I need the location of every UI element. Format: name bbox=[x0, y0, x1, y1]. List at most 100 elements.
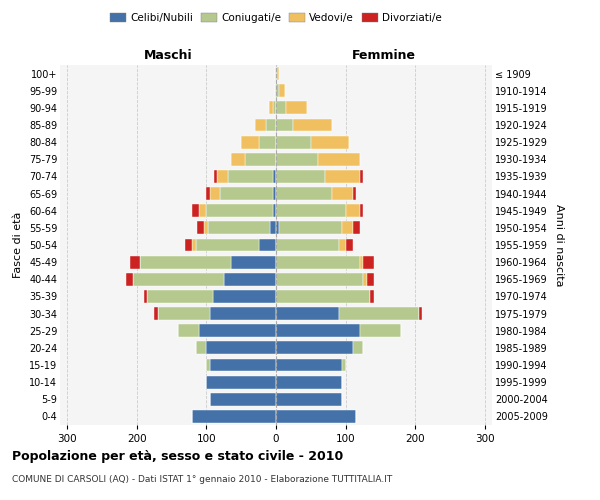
Bar bbox=[147, 290, 213, 303]
Bar bbox=[204, 222, 208, 234]
Bar bbox=[276, 67, 277, 80]
Text: Maschi: Maschi bbox=[143, 48, 193, 62]
Bar bbox=[126, 273, 133, 285]
Bar bbox=[272, 102, 276, 114]
Bar bbox=[272, 187, 276, 200]
Bar bbox=[206, 358, 210, 372]
Bar bbox=[276, 256, 359, 268]
Bar bbox=[185, 238, 193, 252]
Y-axis label: Anni di nascita: Anni di nascita bbox=[554, 204, 565, 286]
Bar bbox=[359, 324, 401, 337]
Bar bbox=[342, 222, 353, 234]
Bar bbox=[276, 118, 293, 132]
Bar bbox=[266, 118, 276, 132]
Bar bbox=[193, 204, 199, 217]
Bar bbox=[276, 102, 286, 114]
Bar bbox=[363, 256, 374, 268]
Bar bbox=[353, 222, 359, 234]
Bar bbox=[280, 84, 285, 97]
Bar bbox=[419, 307, 422, 320]
Bar bbox=[214, 170, 217, 183]
Bar bbox=[276, 393, 342, 406]
Bar bbox=[276, 307, 339, 320]
Bar bbox=[210, 307, 276, 320]
Bar bbox=[342, 358, 346, 372]
Bar bbox=[276, 238, 339, 252]
Bar bbox=[276, 204, 346, 217]
Bar bbox=[276, 342, 353, 354]
Bar bbox=[193, 410, 276, 423]
Bar bbox=[276, 358, 342, 372]
Bar bbox=[276, 222, 280, 234]
Bar bbox=[154, 307, 158, 320]
Bar bbox=[276, 410, 356, 423]
Bar bbox=[269, 102, 272, 114]
Bar bbox=[158, 307, 210, 320]
Bar bbox=[259, 136, 276, 148]
Bar bbox=[276, 84, 280, 97]
Bar bbox=[276, 170, 325, 183]
Bar bbox=[332, 187, 353, 200]
Bar bbox=[286, 102, 307, 114]
Bar bbox=[178, 324, 199, 337]
Bar bbox=[228, 170, 273, 183]
Bar bbox=[276, 290, 370, 303]
Bar bbox=[275, 67, 276, 80]
Bar bbox=[210, 187, 220, 200]
Bar bbox=[370, 290, 374, 303]
Bar bbox=[276, 324, 359, 337]
Bar bbox=[276, 153, 318, 166]
Bar bbox=[346, 204, 359, 217]
Bar bbox=[346, 238, 353, 252]
Bar bbox=[359, 170, 363, 183]
Bar bbox=[276, 376, 342, 388]
Bar bbox=[206, 342, 276, 354]
Bar bbox=[353, 342, 363, 354]
Y-axis label: Fasce di età: Fasce di età bbox=[13, 212, 23, 278]
Bar bbox=[276, 273, 363, 285]
Bar bbox=[231, 153, 245, 166]
Bar bbox=[339, 238, 346, 252]
Bar bbox=[196, 342, 206, 354]
Bar bbox=[206, 376, 276, 388]
Bar bbox=[130, 256, 140, 268]
Text: Femmine: Femmine bbox=[352, 48, 416, 62]
Bar bbox=[143, 290, 147, 303]
Bar bbox=[363, 273, 367, 285]
Bar bbox=[255, 118, 266, 132]
Bar bbox=[359, 256, 363, 268]
Bar bbox=[325, 170, 359, 183]
Bar bbox=[259, 238, 276, 252]
Bar bbox=[220, 187, 272, 200]
Bar bbox=[272, 204, 276, 217]
Bar bbox=[271, 222, 276, 234]
Bar bbox=[217, 170, 228, 183]
Bar bbox=[293, 118, 332, 132]
Bar bbox=[367, 273, 374, 285]
Bar bbox=[245, 153, 276, 166]
Bar bbox=[224, 273, 276, 285]
Bar bbox=[206, 204, 272, 217]
Bar bbox=[206, 187, 210, 200]
Bar bbox=[311, 136, 349, 148]
Bar bbox=[231, 256, 276, 268]
Bar bbox=[210, 358, 276, 372]
Bar bbox=[275, 84, 276, 97]
Bar bbox=[133, 273, 224, 285]
Bar bbox=[318, 153, 359, 166]
Bar bbox=[199, 204, 206, 217]
Bar bbox=[193, 238, 196, 252]
Bar bbox=[276, 187, 332, 200]
Bar bbox=[241, 136, 259, 148]
Legend: Celibi/Nubili, Coniugati/e, Vedovi/e, Divorziati/e: Celibi/Nubili, Coniugati/e, Vedovi/e, Di… bbox=[106, 9, 446, 28]
Bar bbox=[213, 290, 276, 303]
Bar bbox=[197, 222, 204, 234]
Text: COMUNE DI CARSOLI (AQ) - Dati ISTAT 1° gennaio 2010 - Elaborazione TUTTITALIA.IT: COMUNE DI CARSOLI (AQ) - Dati ISTAT 1° g… bbox=[12, 475, 392, 484]
Bar bbox=[277, 67, 280, 80]
Bar bbox=[199, 324, 276, 337]
Bar bbox=[208, 222, 271, 234]
Bar bbox=[210, 393, 276, 406]
Bar bbox=[196, 238, 259, 252]
Bar bbox=[359, 204, 363, 217]
Bar bbox=[353, 187, 356, 200]
